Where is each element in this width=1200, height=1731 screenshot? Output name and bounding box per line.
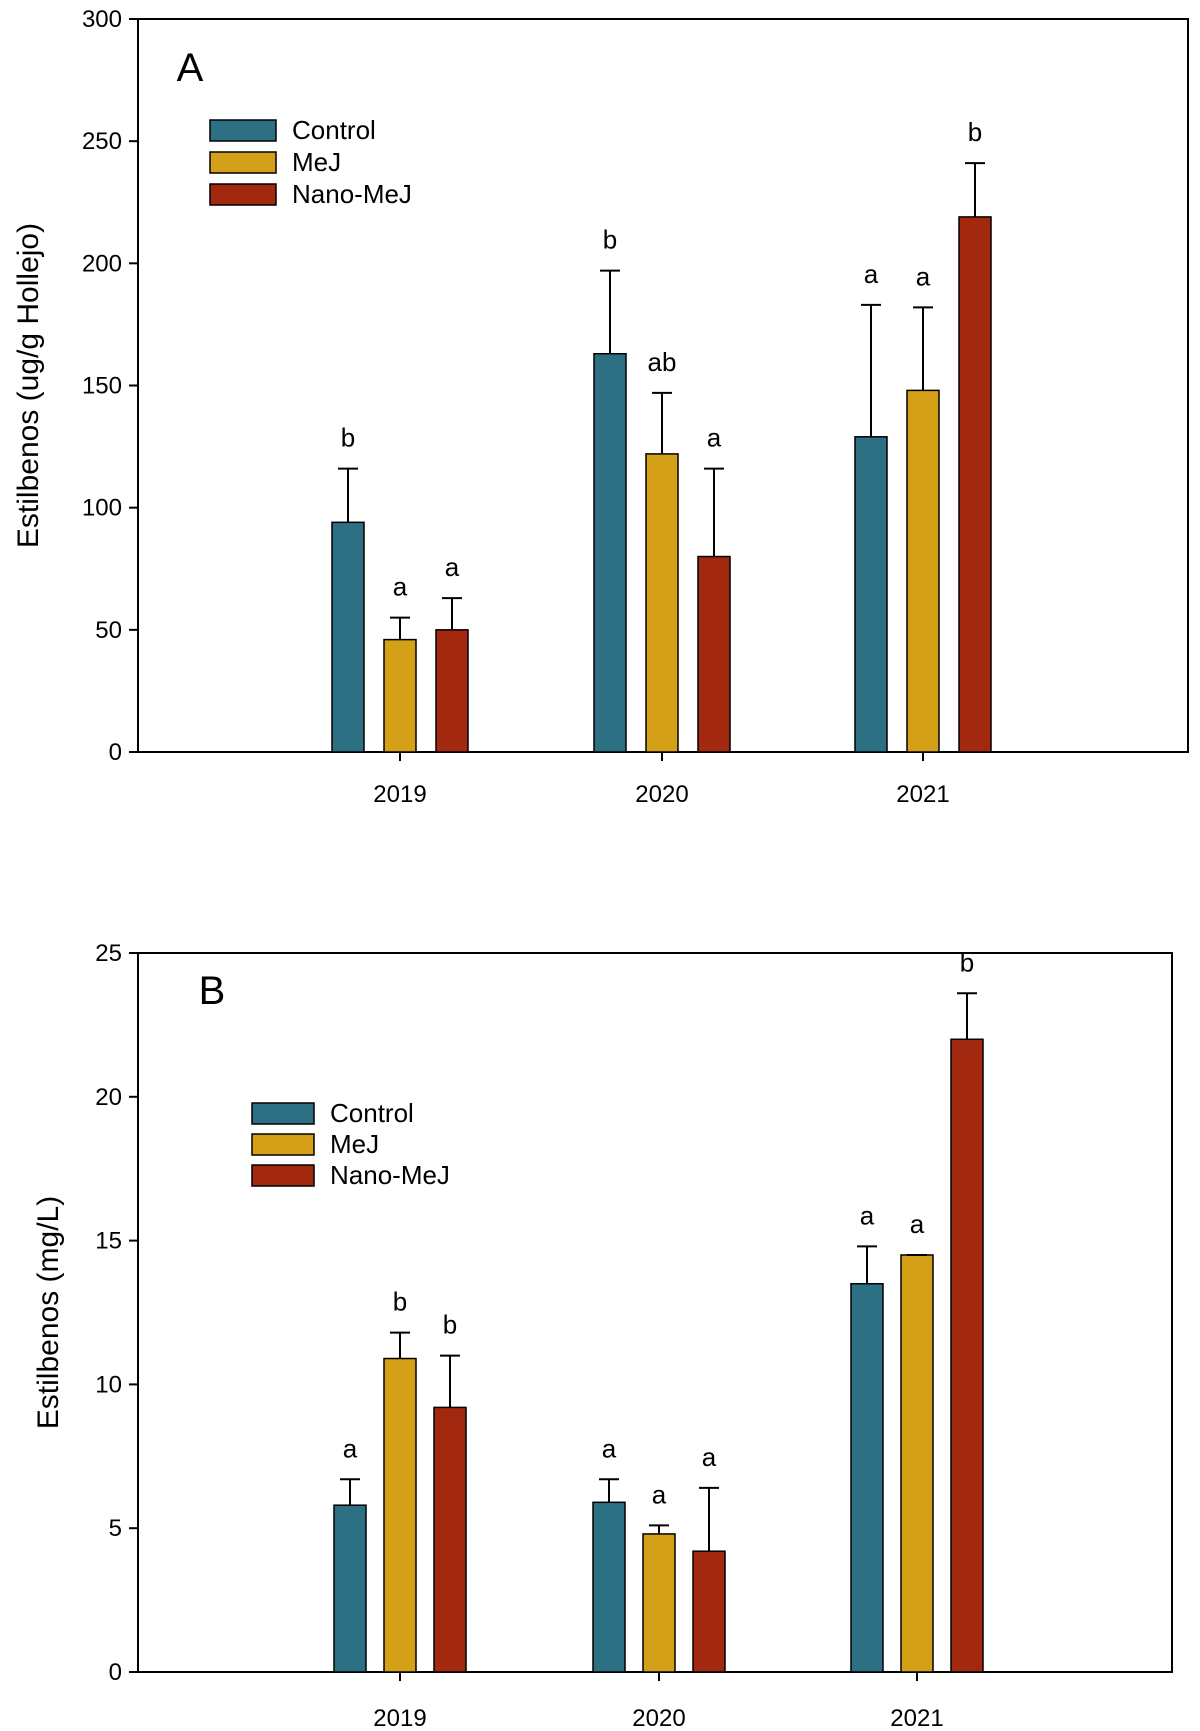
x-tick-label: 2021 <box>896 781 949 808</box>
y-tick-label: 300 <box>82 6 122 33</box>
significance-letter: b <box>393 1287 407 1317</box>
significance-letter: a <box>860 1200 875 1230</box>
bar <box>958 216 992 753</box>
chart-panel-a: 0 50 100 150 200 250 300 Estilbenos (ug/g Holle… <box>12 6 1189 808</box>
x-tick-label: 2020 <box>635 781 688 808</box>
panel-label: B <box>199 969 226 1013</box>
legend-label: Control <box>292 115 376 145</box>
bar <box>433 1406 467 1673</box>
y-tick-label: 10 <box>95 1371 122 1398</box>
bar <box>383 1357 417 1673</box>
x-tick-label: 2020 <box>632 1705 685 1731</box>
legend-swatch <box>209 119 277 142</box>
significance-letter: b <box>960 947 974 977</box>
legend-swatch <box>209 183 277 206</box>
legend-swatch <box>251 1164 315 1187</box>
bar <box>854 436 888 753</box>
significance-letter: a <box>652 1479 667 1509</box>
x-tick-label: 2019 <box>373 1705 426 1731</box>
significance-letter: a <box>910 1209 925 1239</box>
significance-letter: b <box>341 423 355 453</box>
bar <box>333 1504 367 1673</box>
legend-label: MeJ <box>292 147 341 177</box>
significance-letter: a <box>702 1442 717 1472</box>
bar <box>642 1533 676 1673</box>
panel-label: A <box>177 46 204 90</box>
x-tick-label: 2019 <box>373 781 426 808</box>
x-tick-label: 2021 <box>890 1705 943 1731</box>
legend-label: Nano-MeJ <box>330 1160 450 1190</box>
legend-swatch <box>251 1102 315 1125</box>
y-axis-title: Estilbenos (mg/L) <box>32 1196 65 1429</box>
significance-letter: a <box>916 261 931 291</box>
legend-label: Nano-MeJ <box>292 179 412 209</box>
significance-letter: a <box>602 1433 617 1463</box>
significance-letter: a <box>864 259 879 289</box>
significance-letter: ab <box>648 347 677 377</box>
y-tick-label: 150 <box>82 373 122 400</box>
significance-letter: a <box>445 552 460 582</box>
y-tick-label: 0 <box>109 1659 122 1686</box>
bar <box>906 389 940 753</box>
significance-letter: b <box>443 1310 457 1340</box>
bar <box>900 1254 934 1673</box>
legend-label: MeJ <box>330 1129 379 1159</box>
bar <box>593 352 627 753</box>
y-tick-label: 100 <box>82 495 122 522</box>
significance-letter: a <box>707 423 722 453</box>
significance-letter: b <box>603 225 617 255</box>
y-tick-label: 20 <box>95 1084 122 1111</box>
significance-letter: a <box>343 1433 358 1463</box>
y-tick-label: 200 <box>82 250 122 277</box>
y-tick-label: 15 <box>95 1228 122 1255</box>
legend-label: Control <box>330 1098 414 1128</box>
bar <box>697 555 731 753</box>
significance-letter: b <box>968 117 982 147</box>
y-tick-label: 25 <box>95 940 122 967</box>
bar <box>331 521 365 753</box>
bar <box>692 1550 726 1673</box>
chart-panel-b: 0 5 10 15 20 25 Estilbenos (mg/L) B 2019 2020 2021… <box>32 940 1173 1731</box>
y-tick-label: 250 <box>82 128 122 155</box>
bar <box>592 1501 626 1673</box>
y-tick-label: 5 <box>109 1515 122 1542</box>
bar <box>950 1038 984 1673</box>
y-axis-title: Estilbenos (ug/g Hollejo) <box>12 223 45 548</box>
legend-swatch <box>209 151 277 174</box>
bar <box>850 1282 884 1673</box>
legend-swatch <box>251 1133 315 1156</box>
bar <box>383 638 417 753</box>
y-tick-label: 0 <box>109 739 122 766</box>
y-tick-label: 50 <box>95 617 122 644</box>
significance-letter: a <box>393 572 408 602</box>
bar <box>435 629 469 753</box>
bar <box>645 453 679 753</box>
